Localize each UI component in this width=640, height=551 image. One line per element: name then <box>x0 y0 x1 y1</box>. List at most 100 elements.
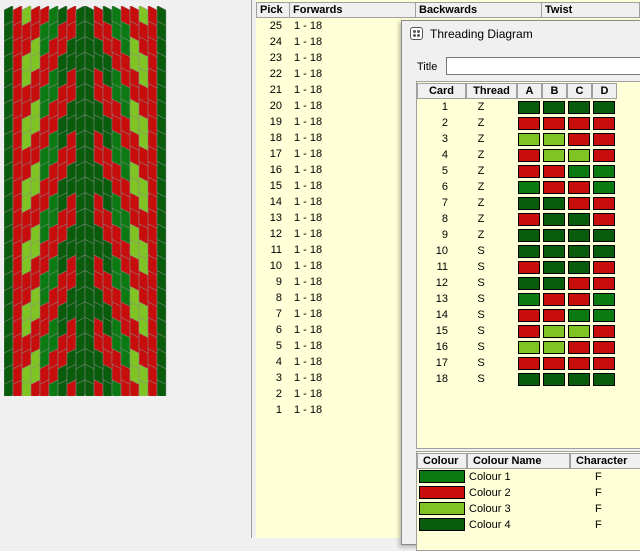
hole-colour-cell[interactable] <box>543 309 565 322</box>
table-row[interactable]: 22 1 - 18 <box>256 66 640 82</box>
card-row[interactable]: 15 S <box>417 323 640 339</box>
thread-direction[interactable]: S <box>477 357 485 369</box>
hole-colour-cell[interactable] <box>593 293 615 306</box>
table-row[interactable]: 19 1 - 18 <box>256 114 640 130</box>
hole-colour-cell[interactable] <box>543 341 565 354</box>
threading-diagram-window[interactable]: Threading Diagram Title Card Thread A B … <box>401 20 640 551</box>
card-row[interactable]: 17 S <box>417 355 640 371</box>
hole-colour-cell[interactable] <box>593 341 615 354</box>
hole-colour-cell[interactable] <box>518 309 540 322</box>
hole-colour-cell[interactable] <box>518 293 540 306</box>
hole-d-column-header[interactable]: D <box>592 83 617 99</box>
thread-direction[interactable]: Z <box>477 213 485 225</box>
hole-colour-cell[interactable] <box>518 245 540 258</box>
table-row[interactable]: 1 1 - 18 <box>256 402 640 418</box>
hole-colour-cell[interactable] <box>593 245 615 258</box>
hole-colour-cell[interactable] <box>543 117 565 130</box>
hole-colour-cell[interactable] <box>568 181 590 194</box>
colour-column-header[interactable]: Colour <box>417 453 467 469</box>
hole-colour-cell[interactable] <box>518 101 540 114</box>
hole-colour-cell[interactable] <box>568 229 590 242</box>
thread-direction[interactable]: S <box>477 309 485 321</box>
thread-direction[interactable]: Z <box>477 197 485 209</box>
hole-colour-cell[interactable] <box>543 325 565 338</box>
table-row[interactable]: 14 1 - 18 <box>256 194 640 210</box>
hole-colour-cell[interactable] <box>568 213 590 226</box>
hole-colour-cell[interactable] <box>518 229 540 242</box>
card-row[interactable]: 10 S <box>417 243 640 259</box>
pick-column-header[interactable]: Pick <box>256 2 290 18</box>
hole-colour-cell[interactable] <box>568 325 590 338</box>
hole-colour-cell[interactable] <box>518 133 540 146</box>
thread-direction[interactable]: Z <box>477 101 485 113</box>
table-row[interactable]: 16 1 - 18 <box>256 162 640 178</box>
hole-colour-cell[interactable] <box>568 133 590 146</box>
hole-colour-cell[interactable] <box>568 245 590 258</box>
hole-colour-cell[interactable] <box>568 117 590 130</box>
hole-colour-cell[interactable] <box>543 245 565 258</box>
hole-colour-cell[interactable] <box>543 357 565 370</box>
hole-colour-cell[interactable] <box>543 293 565 306</box>
table-row[interactable]: 11 1 - 18 <box>256 242 640 258</box>
table-row[interactable]: 2 1 - 18 <box>256 386 640 402</box>
card-row[interactable]: 13 S <box>417 291 640 307</box>
thread-direction[interactable]: Z <box>477 133 485 145</box>
hole-colour-cell[interactable] <box>593 277 615 290</box>
hole-colour-cell[interactable] <box>593 117 615 130</box>
thread-column-header[interactable]: Thread <box>466 83 517 99</box>
hole-colour-cell[interactable] <box>593 229 615 242</box>
card-row[interactable]: 12 S <box>417 275 640 291</box>
thread-direction[interactable]: S <box>477 325 485 337</box>
thread-direction[interactable]: Z <box>477 117 485 129</box>
hole-colour-cell[interactable] <box>593 165 615 178</box>
hole-colour-cell[interactable] <box>518 325 540 338</box>
table-row[interactable]: 15 1 - 18 <box>256 178 640 194</box>
thread-direction[interactable]: S <box>477 277 485 289</box>
table-row[interactable]: 8 1 - 18 <box>256 290 640 306</box>
hole-colour-cell[interactable] <box>593 261 615 274</box>
table-row[interactable]: 24 1 - 18 <box>256 34 640 50</box>
thread-direction[interactable]: Z <box>477 149 485 161</box>
window-titlebar[interactable]: Threading Diagram <box>402 21 640 47</box>
colour-row[interactable]: Colour 1 F <box>417 469 640 485</box>
hole-colour-cell[interactable] <box>593 101 615 114</box>
table-row[interactable]: 5 1 - 18 <box>256 338 640 354</box>
thread-direction[interactable]: Z <box>477 181 485 193</box>
hole-colour-cell[interactable] <box>593 197 615 210</box>
hole-colour-cell[interactable] <box>543 277 565 290</box>
hole-colour-cell[interactable] <box>543 165 565 178</box>
table-row[interactable]: 13 1 - 18 <box>256 210 640 226</box>
thread-direction[interactable]: S <box>477 261 485 273</box>
hole-colour-cell[interactable] <box>568 261 590 274</box>
title-input[interactable] <box>446 57 640 75</box>
hole-colour-cell[interactable] <box>568 341 590 354</box>
hole-colour-cell[interactable] <box>593 133 615 146</box>
hole-colour-cell[interactable] <box>518 165 540 178</box>
card-row[interactable]: 16 S <box>417 339 640 355</box>
table-row[interactable]: 4 1 - 18 <box>256 354 640 370</box>
table-row[interactable]: 9 1 - 18 <box>256 274 640 290</box>
hole-colour-cell[interactable] <box>543 229 565 242</box>
thread-direction[interactable]: Z <box>477 165 485 177</box>
table-row[interactable]: 6 1 - 18 <box>256 322 640 338</box>
forwards-column-header[interactable]: Forwards <box>290 2 416 18</box>
hole-colour-cell[interactable] <box>593 325 615 338</box>
colour-row[interactable]: Colour 2 F <box>417 485 640 501</box>
table-row[interactable]: 20 1 - 18 <box>256 98 640 114</box>
hole-colour-cell[interactable] <box>568 293 590 306</box>
card-row[interactable]: 14 S <box>417 307 640 323</box>
card-column-header[interactable]: Card <box>417 83 466 99</box>
table-row[interactable]: 23 1 - 18 <box>256 50 640 66</box>
hole-colour-cell[interactable] <box>593 373 615 386</box>
hole-colour-cell[interactable] <box>518 373 540 386</box>
hole-colour-cell[interactable] <box>543 261 565 274</box>
hole-colour-cell[interactable] <box>543 101 565 114</box>
colour-table[interactable]: Colour Colour Name Character Colour 1 F Co… <box>416 451 640 551</box>
